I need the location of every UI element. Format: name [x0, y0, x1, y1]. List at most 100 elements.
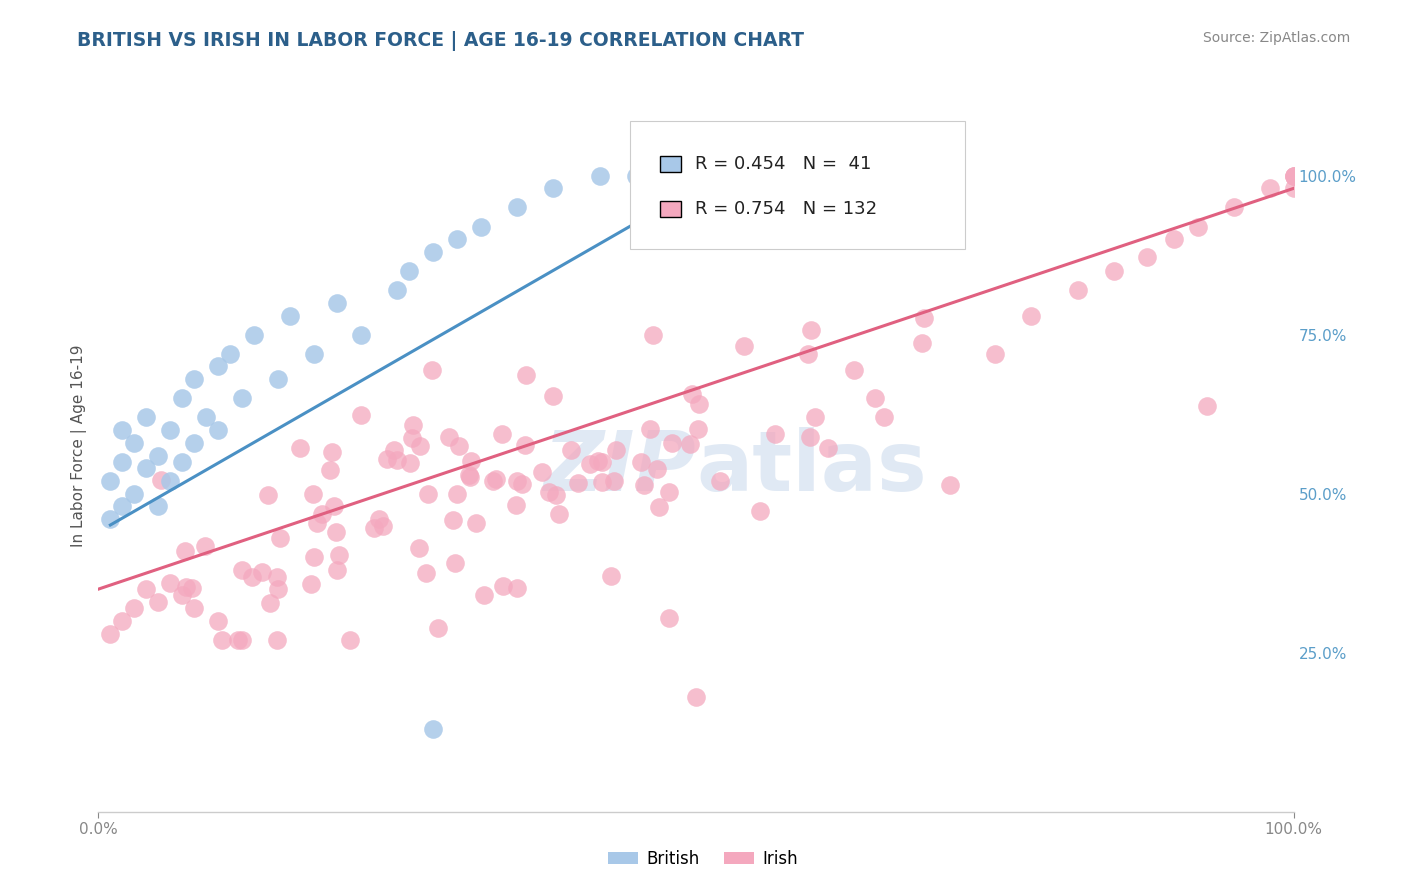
Point: [231, 563, 253, 577]
Point: [1104, 264, 1126, 278]
Point: [420, 363, 443, 377]
Point: [269, 531, 291, 545]
Point: [1223, 201, 1246, 215]
Point: [541, 181, 564, 195]
Point: [111, 614, 134, 628]
Text: R = 0.754   N = 132: R = 0.754 N = 132: [696, 201, 877, 219]
Point: [544, 488, 567, 502]
Point: [195, 410, 218, 425]
Point: [373, 518, 395, 533]
Point: [506, 201, 529, 215]
Point: [579, 457, 602, 471]
Point: [266, 569, 288, 583]
Point: [661, 435, 683, 450]
Point: [183, 601, 205, 615]
Point: [588, 454, 610, 468]
Point: [1187, 219, 1209, 234]
Point: [98, 512, 122, 526]
Point: [591, 475, 613, 489]
Point: [709, 169, 731, 183]
Point: [804, 410, 827, 425]
Point: [226, 632, 249, 647]
Point: [458, 470, 481, 484]
Point: [311, 507, 333, 521]
Text: R = 0.454   N =  41: R = 0.454 N = 41: [696, 155, 872, 173]
Point: [148, 500, 170, 514]
Point: [1163, 232, 1185, 246]
Point: [321, 445, 343, 459]
Point: [638, 422, 661, 436]
Point: [124, 486, 146, 500]
Point: [172, 392, 194, 406]
Point: [183, 372, 205, 386]
Point: [207, 359, 229, 374]
Point: [385, 283, 409, 297]
Point: [259, 596, 281, 610]
Text: BRITISH VS IRISH IN LABOR FORCE | AGE 16-19 CORRELATION CHART: BRITISH VS IRISH IN LABOR FORCE | AGE 16…: [77, 31, 804, 51]
Point: [319, 463, 342, 477]
Point: [98, 474, 122, 488]
Point: [422, 245, 444, 260]
Point: [681, 386, 703, 401]
Point: [688, 397, 710, 411]
Point: [325, 524, 347, 539]
Point: [800, 323, 823, 337]
Text: atlas: atlas: [696, 427, 927, 508]
Point: [398, 264, 420, 278]
Point: [842, 363, 865, 377]
Point: [302, 550, 325, 565]
Point: [460, 454, 482, 468]
Point: [439, 430, 461, 444]
Point: [302, 347, 325, 361]
Point: [111, 500, 134, 514]
Point: [599, 569, 621, 583]
Point: [482, 474, 505, 488]
Point: [485, 472, 508, 486]
Point: [658, 484, 681, 499]
Point: [98, 626, 122, 640]
Point: [686, 422, 709, 436]
Point: [368, 512, 391, 526]
Legend: British, Irish: British, Irish: [600, 844, 806, 875]
Point: [465, 516, 488, 530]
Point: [135, 410, 157, 425]
Point: [173, 543, 195, 558]
Point: [149, 474, 172, 488]
Point: [385, 453, 408, 467]
Point: [530, 465, 553, 479]
Point: [278, 309, 301, 323]
Point: [643, 327, 665, 342]
Point: [449, 439, 471, 453]
FancyBboxPatch shape: [630, 120, 965, 249]
Point: [159, 423, 181, 437]
Point: [135, 461, 157, 475]
Point: [402, 417, 425, 432]
Point: [266, 632, 288, 647]
FancyBboxPatch shape: [661, 202, 681, 218]
Point: [472, 588, 495, 602]
Point: [605, 443, 627, 458]
Point: [124, 435, 146, 450]
Point: [398, 456, 420, 470]
Point: [1136, 250, 1159, 264]
Point: [1282, 169, 1305, 183]
Point: [560, 442, 582, 457]
Point: [1019, 309, 1042, 323]
Point: [1282, 169, 1305, 183]
Point: [243, 327, 266, 342]
Point: [763, 427, 786, 442]
Point: [408, 541, 430, 556]
Point: [506, 474, 529, 488]
Point: [231, 632, 253, 647]
Point: [148, 449, 170, 463]
Point: [548, 507, 571, 521]
Point: [159, 575, 181, 590]
Point: [183, 435, 205, 450]
Point: [1282, 181, 1305, 195]
Point: [328, 548, 350, 562]
Point: [339, 632, 361, 647]
Point: [911, 336, 934, 351]
Point: [506, 581, 529, 595]
Point: [446, 486, 468, 500]
Point: [567, 475, 589, 490]
